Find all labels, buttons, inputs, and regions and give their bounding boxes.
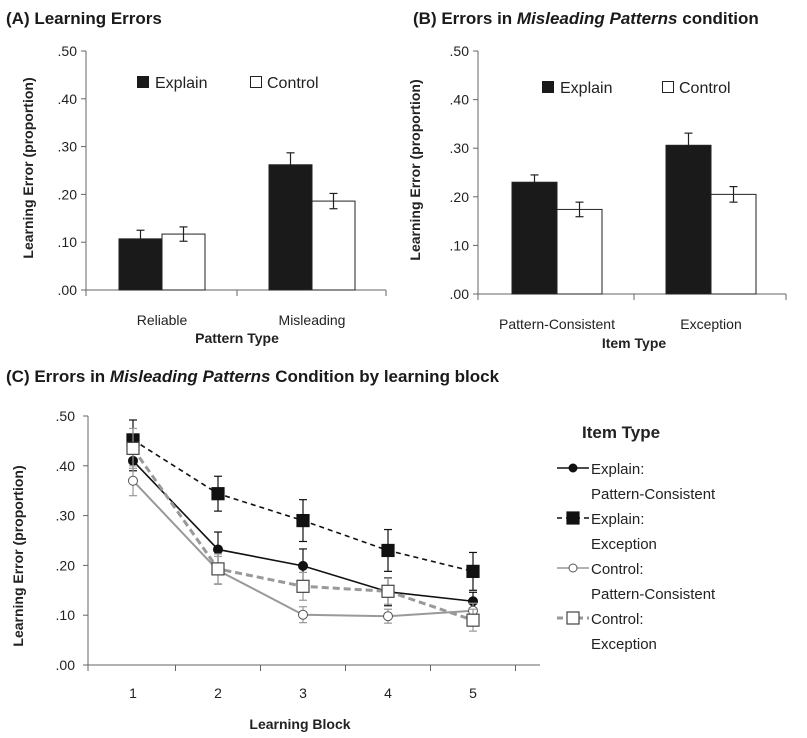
x-tick-label: 3 bbox=[299, 685, 307, 701]
legend-label-line1: Explain: bbox=[591, 511, 644, 528]
panel-a-bars bbox=[118, 152, 356, 291]
legend-label-control: Control bbox=[679, 80, 731, 97]
legend-label-line1: Explain: bbox=[591, 461, 644, 478]
series-2 bbox=[126, 419, 480, 591]
legend-label-line2: Exception bbox=[591, 536, 657, 553]
data-point bbox=[466, 613, 480, 627]
legend-entry-1: Explain: Pattern-Consistent bbox=[557, 461, 716, 503]
legend-label-line2: Exception bbox=[591, 636, 657, 653]
data-point bbox=[213, 544, 223, 555]
panel-b-y-label: Learning Error (proportion) bbox=[407, 79, 423, 260]
y-tick-label: .20 bbox=[58, 186, 78, 202]
series-4 bbox=[126, 427, 480, 632]
panel-a-y-label: Learning Error (proportion) bbox=[20, 77, 36, 258]
panel-a-axes: .00 .10 .20 .30 .40 .50 Reliable Misleading bbox=[58, 43, 387, 328]
panel-a-title: (A) Learning Errors bbox=[6, 9, 162, 28]
y-tick-label: .00 bbox=[56, 657, 76, 673]
bar-explain bbox=[268, 164, 313, 291]
x-tick-label: Reliable bbox=[137, 312, 188, 328]
data-point bbox=[211, 562, 225, 576]
y-tick-label: .40 bbox=[450, 92, 470, 108]
legend-label-explain: Explain bbox=[560, 80, 612, 97]
data-point bbox=[383, 611, 393, 622]
legend-marker bbox=[566, 511, 580, 525]
legend-marker bbox=[566, 611, 580, 625]
legend-label-explain: Explain bbox=[155, 75, 207, 92]
y-tick-label: .30 bbox=[56, 508, 76, 524]
panel-b-legend: Explain Control bbox=[542, 80, 731, 97]
data-point bbox=[296, 579, 310, 593]
panel-c-y-label: Learning Error (proportion) bbox=[10, 465, 26, 646]
legend-entry-2: Explain: Exception bbox=[557, 511, 657, 553]
data-point bbox=[296, 513, 310, 528]
y-tick-label: .40 bbox=[58, 91, 78, 107]
panel-c-series bbox=[126, 419, 480, 632]
legend-swatch-control bbox=[250, 76, 262, 88]
y-tick-label: .30 bbox=[450, 140, 470, 156]
x-tick-label: 2 bbox=[214, 685, 222, 701]
bar-control bbox=[556, 208, 603, 295]
legend-label-line1: Control: bbox=[591, 561, 644, 578]
y-tick-label: .40 bbox=[56, 458, 76, 474]
panel-c-axes: .00 .10 .20 .30 .40 .50 1 2 3 4 5 bbox=[56, 408, 540, 701]
legend-swatch-explain bbox=[542, 81, 554, 93]
y-tick-label: .20 bbox=[450, 189, 470, 205]
bar-explain bbox=[665, 144, 712, 295]
panel-c-legend: Item Type Explain:Pattern-ConsistentExpl… bbox=[557, 423, 716, 653]
data-point bbox=[126, 441, 140, 455]
y-tick-label: .50 bbox=[58, 43, 78, 59]
data-point bbox=[298, 560, 308, 571]
legend-title: Item Type bbox=[582, 423, 660, 442]
legend-entry-4: Control: Exception bbox=[557, 611, 657, 653]
panel-b-x-label: Item Type bbox=[602, 335, 667, 351]
legend-label-line2: Pattern-Consistent bbox=[591, 486, 716, 503]
y-tick-label: .50 bbox=[450, 43, 470, 59]
legend-label-control: Control bbox=[267, 75, 319, 92]
data-point bbox=[211, 487, 225, 501]
bar-control bbox=[311, 200, 356, 291]
y-tick-label: .00 bbox=[450, 286, 470, 302]
x-tick-label: 4 bbox=[384, 685, 392, 701]
legend-label-line2: Pattern-Consistent bbox=[591, 586, 716, 603]
panel-b-title: (B) Errors in Misleading Patterns condit… bbox=[413, 9, 759, 28]
panel-b: (B) Errors in Misleading Patterns condit… bbox=[407, 9, 787, 351]
x-tick-label: 5 bbox=[469, 685, 477, 701]
panel-b-axes: .00 .10 .20 .30 .40 .50 Pattern-Consistent Exce… bbox=[450, 43, 787, 332]
panel-b-bars bbox=[511, 132, 757, 295]
bar-control bbox=[710, 193, 757, 295]
x-tick-label: Exception bbox=[680, 316, 741, 332]
panel-c-x-label: Learning Block bbox=[249, 716, 350, 732]
legend-swatch-explain bbox=[137, 76, 149, 88]
bar-control bbox=[161, 233, 206, 291]
legend-swatch-control bbox=[662, 81, 674, 93]
y-tick-label: .30 bbox=[58, 139, 78, 155]
x-tick-label: 1 bbox=[129, 685, 137, 701]
series-3 bbox=[128, 465, 478, 624]
y-tick-label: .50 bbox=[56, 408, 76, 424]
data-point bbox=[381, 543, 395, 558]
data-point bbox=[298, 609, 308, 620]
data-point bbox=[381, 584, 395, 598]
panel-c-title: (C) Errors in Misleading Patterns Condit… bbox=[6, 367, 500, 386]
data-point bbox=[128, 475, 138, 486]
y-tick-label: .00 bbox=[58, 282, 78, 298]
y-tick-label: .10 bbox=[56, 607, 76, 623]
panel-a-x-label: Pattern Type bbox=[195, 330, 279, 346]
x-tick-label: Pattern-Consistent bbox=[499, 316, 615, 332]
data-point bbox=[466, 564, 480, 578]
panel-a: (A) Learning Errors .00 .10 .20 .30 .40 .50 Re… bbox=[6, 9, 387, 346]
y-tick-label: .20 bbox=[56, 557, 76, 573]
panel-c: (C) Errors in Misleading Patterns Condit… bbox=[6, 367, 716, 732]
bar-explain bbox=[118, 238, 163, 291]
legend-label-line1: Control: bbox=[591, 611, 644, 628]
panel-a-legend: Explain Control bbox=[137, 75, 319, 92]
legend-entry-3: Control: Pattern-Consistent bbox=[557, 561, 716, 603]
y-tick-label: .10 bbox=[58, 234, 78, 250]
y-tick-label: .10 bbox=[450, 237, 470, 253]
bar-explain bbox=[511, 181, 558, 295]
legend-marker bbox=[568, 463, 578, 473]
x-tick-label: Misleading bbox=[279, 312, 346, 328]
legend-marker bbox=[568, 563, 578, 573]
